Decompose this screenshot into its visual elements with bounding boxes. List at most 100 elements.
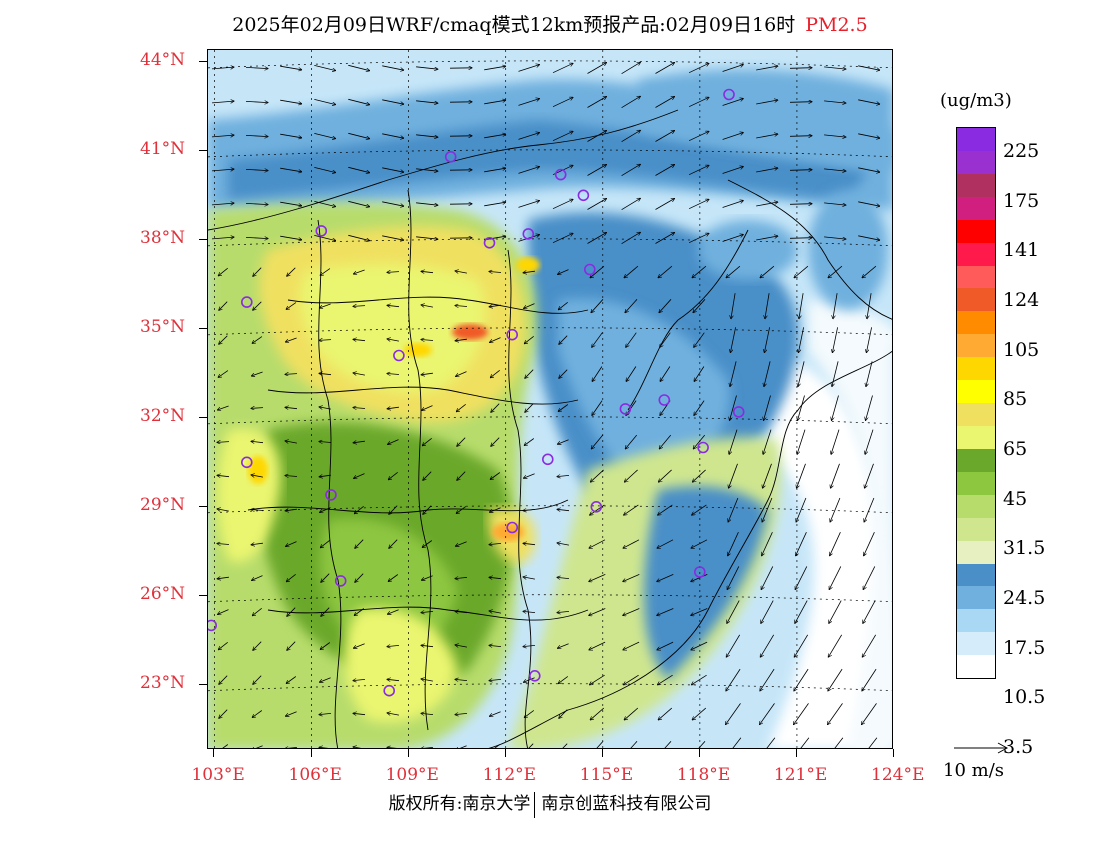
wind-arrow (285, 374, 298, 375)
wind-arrow (865, 463, 874, 488)
wind-arrow (789, 68, 812, 69)
wind-arrow (490, 744, 501, 748)
city-marker (528, 669, 541, 682)
wind-arrow (621, 232, 641, 245)
wind-arrow (625, 299, 638, 312)
wind-arrow (797, 429, 806, 455)
wind-arrow (691, 574, 708, 581)
wind-arrow (321, 573, 330, 583)
colorbar-swatch (957, 425, 995, 449)
wind-arrow (253, 301, 262, 310)
wind-arrow (688, 199, 709, 210)
wind-arrow (794, 703, 809, 724)
wind-arrow (455, 339, 467, 341)
wind-arrow (489, 543, 502, 544)
colorbar-swatch (957, 609, 995, 633)
colorbar-swatch (957, 128, 995, 151)
wind-arrow (321, 607, 330, 617)
wind-arrow (832, 361, 839, 386)
latitude-label: 44°N (140, 49, 186, 70)
wind-arrow (455, 645, 467, 647)
wind-arrow (558, 676, 569, 683)
wind-arrow (523, 645, 536, 646)
wind-arrow (763, 463, 772, 488)
wind-arrow (217, 577, 229, 579)
wind-arrow (799, 293, 804, 319)
copyright-footer: 版权所有:南京大学 南京创蓝科技有限公司 (0, 789, 1100, 818)
wind-arrow (528, 743, 534, 748)
wind-arrow (518, 167, 540, 174)
wind-arrow (562, 743, 568, 748)
wind-arrow (557, 439, 569, 444)
wind-arrow (219, 335, 228, 344)
wind-arrow (824, 236, 846, 239)
city-marker (444, 151, 457, 163)
wind-arrow (824, 168, 846, 171)
wind-arrow (280, 235, 302, 240)
wind-arrow (252, 575, 263, 581)
wind-arrow (688, 97, 709, 108)
colorbar-label: 141 (1003, 239, 1040, 262)
wind-arrow (489, 645, 502, 646)
wind-arrow (353, 679, 366, 680)
longitude-label: 124°E (871, 765, 925, 785)
latitude-tick (199, 149, 207, 151)
wind-arrow (285, 476, 298, 477)
wind-arrow (730, 361, 737, 386)
latitude-gridline (208, 327, 892, 336)
wind-arrow (489, 611, 501, 613)
latitude-tick (199, 60, 207, 62)
wind-arrow (353, 339, 366, 340)
wind-arrow (858, 201, 880, 206)
wind-arrow (623, 539, 640, 548)
wind-arrow (655, 165, 675, 176)
wind-arrow (559, 709, 568, 719)
city-marker (554, 168, 567, 181)
wind-arrow (863, 600, 876, 624)
wind-arrow (518, 201, 540, 208)
city-marker (483, 237, 496, 249)
wind-arrow (732, 737, 742, 748)
longitude-tick (213, 749, 215, 757)
wind-arrow (830, 532, 841, 556)
wind-arrow (348, 166, 369, 172)
wind-arrow (387, 713, 399, 715)
wind-arrow (688, 233, 709, 244)
city-marker (325, 489, 337, 501)
longitude-label: 103°E (191, 765, 245, 785)
wind-arrow (623, 574, 640, 581)
wind-arrow (455, 745, 467, 748)
wind-arrow (421, 611, 434, 612)
wind-arrow (797, 463, 806, 488)
wind-arrow (587, 233, 607, 244)
wind-arrow (624, 265, 639, 278)
wind-arrow (722, 201, 744, 208)
wind-arrow (688, 63, 709, 74)
wind-arrow (382, 201, 404, 206)
wind-arrow (832, 327, 838, 352)
wind-arrow (863, 566, 876, 589)
wind-arrow (423, 471, 432, 481)
colorbar-label: 10.5 (1003, 686, 1046, 709)
concentration-field (208, 50, 892, 748)
wind-arrow (489, 711, 501, 717)
wind-arrow (245, 237, 268, 238)
latitude-tick (199, 238, 207, 240)
wind-reference-unit: 10 m/s (943, 760, 1004, 781)
wind-arrow (558, 301, 568, 309)
city-marker (590, 500, 603, 513)
colorbar-label: 45 (1003, 487, 1028, 510)
wind-arrow (251, 441, 264, 442)
wind-arrow (314, 99, 335, 104)
wind-arrow (389, 539, 398, 549)
wind-arrow (862, 634, 877, 657)
wind-arrow (455, 679, 468, 680)
wind-arrow (523, 543, 536, 544)
wind-arrow (422, 405, 433, 411)
wind-arrow (557, 509, 570, 510)
wind-arrow (523, 271, 535, 273)
wind-arrow (252, 336, 263, 344)
wind-arrow (524, 303, 535, 309)
wind-arrow (484, 66, 506, 71)
wind-arrow (729, 463, 738, 488)
